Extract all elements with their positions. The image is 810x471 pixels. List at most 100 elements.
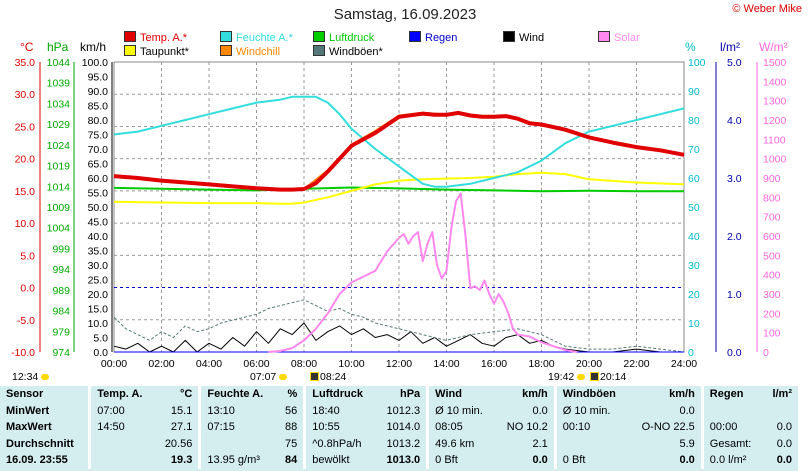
table-cell: 14:50: [88, 419, 155, 436]
moonset-label: 20:14: [590, 371, 626, 383]
wm2-tick-label: 1100: [763, 134, 786, 146]
hpa-tick-label: 1019: [47, 161, 71, 173]
table-cell: O-NO 22.5: [641, 421, 695, 434]
table-cell: 0.0: [776, 454, 792, 467]
table-cell: 00:10: [553, 419, 629, 436]
legend-label: Taupunkt*: [140, 46, 189, 58]
table-cell: 10:55: [303, 419, 376, 436]
table-row: MaxWert 14:50 27.1 07:15 88 10:55 1014.0…: [0, 419, 798, 436]
kmh-tick-label: 15.0: [88, 304, 109, 316]
hpa-tick-label: 999: [52, 243, 70, 255]
moonrise-label: 08:24: [310, 371, 346, 383]
series-windb-en: [113, 299, 685, 353]
kmh-tick-label: 5.0: [93, 333, 108, 345]
table-cell: 1012.3: [386, 404, 421, 417]
hpa-tick-label: 989: [52, 285, 70, 297]
table-cell: 0.0: [679, 454, 695, 467]
table-cell: [198, 435, 277, 452]
table-cell: 13:10: [198, 402, 277, 419]
table-cell: 2.1: [532, 437, 548, 450]
kmh-tick-label: 40.0: [88, 231, 109, 243]
wm2-tick-label: 800: [763, 192, 781, 204]
x-tick-label: 22:00: [623, 358, 649, 370]
wm2-tick-label: 0: [763, 347, 769, 359]
lm2-tick-label: 1.0: [727, 289, 742, 301]
kmh-tick-label: 50.0: [88, 202, 109, 214]
series-temp-a: [113, 110, 685, 192]
table-cell: 15.1: [170, 404, 193, 417]
table-cell: 5.9: [679, 437, 695, 450]
hpa-tick-label: 974: [52, 347, 70, 359]
percent-tick-label: 70: [688, 144, 700, 156]
stats-table: Sensor Temp. A. °C Feuchte A. % Luftdruc…: [0, 386, 798, 469]
hpa-tick-label: 994: [52, 264, 70, 276]
percent-tick-label: 100: [688, 57, 706, 69]
hpa-tick-label: 1009: [47, 202, 71, 214]
x-tick-label: 14:00: [433, 358, 459, 370]
table-cell: 18:40: [303, 402, 376, 419]
table-row: Durchschnitt 20.56 75 ^0.8hPa/h 1013.2 4…: [0, 435, 798, 452]
table-cell: 0.0: [532, 454, 548, 467]
percent-tick-label: 60: [688, 173, 700, 185]
legend-swatch: [409, 31, 421, 42]
celsius-tick-label: 25.0: [15, 121, 36, 133]
hpa-tick-label: 1024: [47, 140, 71, 152]
th-sensor: Sensor: [6, 388, 44, 401]
table-cell: 84: [285, 454, 298, 467]
percent-tick-label: 80: [688, 115, 700, 127]
wm2-tick-label: 300: [763, 289, 781, 301]
hpa-tick-label: 1014: [47, 181, 71, 193]
row-label: MinWert: [6, 404, 50, 417]
table-cell: 13.95 g/m³: [198, 452, 277, 469]
hpa-tick-label: 979: [52, 326, 70, 338]
x-tick-label: 18:00: [528, 358, 554, 370]
percent-tick-label: 90: [688, 86, 700, 98]
kmh-tick-label: 30.0: [88, 260, 109, 272]
celsius-tick-label: 15.0: [15, 186, 36, 198]
kmh-tick-label: 85.0: [88, 101, 109, 113]
legend-swatch: [503, 31, 515, 42]
table-cell: Gesamt:: [700, 435, 764, 452]
kmh-tick-label: 90.0: [88, 86, 109, 98]
table-cell: 08:05: [426, 419, 496, 436]
table-cell: [700, 402, 764, 419]
th-humidity-unit: %: [287, 388, 298, 401]
table-cell: Ø 10 min.: [553, 402, 629, 419]
kmh-tick-label: 20.0: [88, 289, 109, 301]
table-cell: Ø 10 min.: [426, 402, 496, 419]
kmh-tick-label: 100.0: [82, 57, 108, 69]
wm2-tick-label: 1200: [763, 115, 787, 127]
x-tick-label: 20:00: [576, 358, 602, 370]
table-cell: 27.1: [170, 421, 193, 434]
legend-swatch: [598, 31, 610, 42]
legend-label: Wind: [519, 32, 545, 44]
legend-swatch: [220, 45, 232, 56]
x-tick-label: 04:00: [196, 358, 222, 370]
legend-item: Feuchte A.*: [220, 31, 293, 44]
x-tick-label: 12:00: [386, 358, 412, 370]
th-pressure-unit: hPa: [399, 388, 421, 401]
table-cell: 0 Bft: [426, 452, 496, 469]
celsius-tick-label: 10.0: [15, 218, 36, 230]
x-tick-label: 02:00: [148, 358, 174, 370]
th-rain-unit: l/m²: [772, 388, 792, 401]
stats-header-row: Sensor Temp. A. °C Feuchte A. % Luftdruc…: [0, 386, 798, 403]
lm2-tick-label: 3.0: [727, 173, 742, 185]
th-pressure: Luftdruck: [303, 386, 376, 403]
percent-tick-label: 50: [688, 202, 700, 214]
wm2-tick-label: 500: [763, 250, 781, 262]
chart-title: Samstag, 16.09.2023: [333, 6, 477, 23]
x-tick-label: 10:00: [338, 358, 364, 370]
table-cell: 0.0: [776, 421, 792, 434]
table-cell: 1013.0: [386, 454, 421, 467]
table-cell: [553, 435, 629, 452]
table-cell: 00:00: [700, 419, 764, 436]
celsius-tick-label: 0.0: [20, 283, 35, 295]
legend-item: Wind: [503, 31, 544, 44]
table-cell: [88, 452, 155, 469]
x-tick-label: 00:00: [101, 358, 127, 370]
legend-label: Temp. A.*: [140, 32, 188, 44]
kmh-tick-label: 60.0: [88, 173, 109, 185]
table-cell: NO 10.2: [506, 421, 548, 434]
hpa-tick-label: 1044: [47, 57, 71, 69]
